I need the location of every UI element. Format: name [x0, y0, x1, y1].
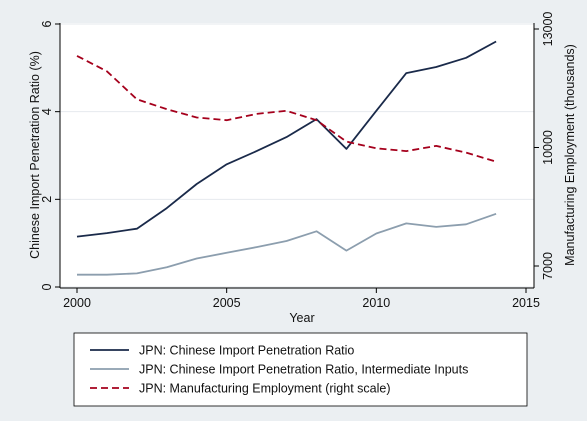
left-tick-label: 2	[40, 196, 54, 203]
series-line-2	[77, 212, 497, 276]
axes	[55, 23, 539, 293]
legend-label: JPN: Chinese Import Penetration Ratio, I…	[139, 363, 468, 377]
left-tick-label: 0	[40, 283, 54, 290]
left-tick-label: 4	[40, 108, 54, 115]
right-tick-label: 7000	[541, 252, 555, 280]
series-line-1	[76, 40, 497, 238]
series-layer	[76, 40, 497, 276]
x-axis-title: Year	[289, 311, 314, 325]
left-axis-title: Chinese Import Penetration Ratio (%)	[28, 51, 42, 259]
legend-label: JPN: Chinese Import Penetration Ratio	[139, 344, 354, 358]
legend: JPN: Chinese Import Penetration Ratio JPN…	[73, 332, 528, 407]
gridlines	[60, 23, 534, 288]
legend-label: JPN: Manufacturing Employment (right sca…	[139, 382, 390, 396]
right-tick-label: 13000	[541, 12, 555, 47]
x-tick-label: 2015	[512, 296, 540, 310]
series-line-3	[76, 55, 497, 163]
plot-area	[60, 23, 534, 288]
left-tick-label: 6	[40, 20, 54, 27]
x-tick-label: 2005	[213, 296, 241, 310]
tick-labels: 2000 2005 2010 2015 0 2 4 6 7000 10000 13000	[40, 12, 555, 310]
right-tick-label: 10000	[541, 130, 555, 165]
legend-box	[73, 332, 528, 407]
x-tick-label: 2000	[63, 296, 91, 310]
x-tick-label: 2010	[362, 296, 390, 310]
right-axis-title: Manufacturing Employment (thousands)	[563, 44, 577, 266]
